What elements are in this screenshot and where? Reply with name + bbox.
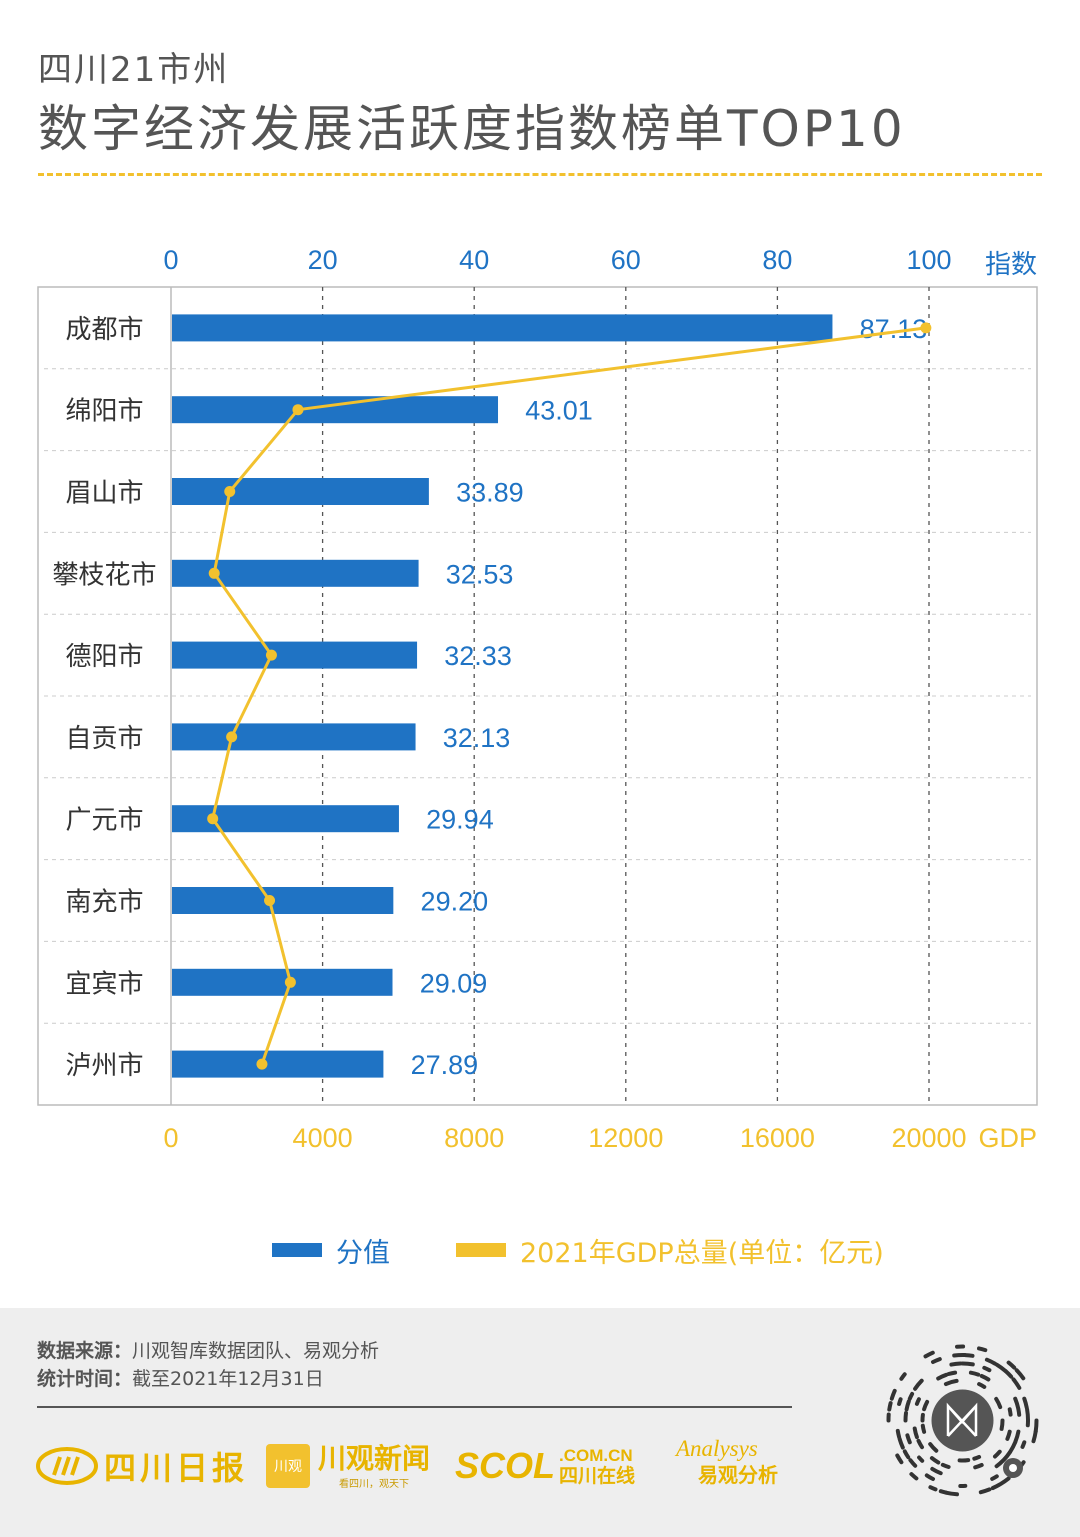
plot-area bbox=[37, 286, 1038, 1106]
gdp-point-2 bbox=[224, 486, 236, 497]
top-axis-label: 指数 bbox=[985, 250, 1037, 280]
category-label-2: 眉山市 bbox=[65, 479, 143, 509]
top-axis-tick-1: 20 bbox=[308, 245, 338, 275]
bar-value-label-6: 29.94 bbox=[426, 805, 494, 835]
legend-label-score: 分值 bbox=[336, 1237, 390, 1269]
logo-analysys-cn: 易观分析 bbox=[698, 1463, 778, 1487]
gdp-point-9 bbox=[256, 1058, 268, 1070]
gdp-point-8 bbox=[284, 976, 296, 988]
bar-value-label-7: 29.20 bbox=[421, 887, 489, 917]
top-axis-tick-5: 100 bbox=[906, 245, 951, 275]
gdp-point-7 bbox=[264, 895, 276, 906]
bar-1 bbox=[172, 396, 499, 424]
category-label-3: 攀枝花市 bbox=[52, 560, 156, 590]
logo-scol-domain: .COM.CN bbox=[559, 1446, 633, 1465]
legend-item-gdp: 2021年GDP总量(单位：亿元) bbox=[456, 1230, 884, 1270]
top-axis-tick-3: 60 bbox=[611, 245, 641, 275]
logo-scol-cn: 四川在线 bbox=[559, 1465, 636, 1487]
footer: 数据来源：川观智库数据团队、易观分析 统计时间：截至2021年12月31日 四川… bbox=[0, 1308, 1080, 1537]
chuanguan-square-icon: 川观 bbox=[266, 1444, 310, 1488]
logo-analysys-text: Analysys bbox=[676, 1436, 758, 1461]
legend-swatch-score bbox=[272, 1243, 322, 1257]
top-axis-tick-0: 0 bbox=[163, 245, 178, 275]
bar-4 bbox=[172, 641, 418, 669]
page-subtitle: 四川21市州 bbox=[38, 50, 230, 90]
gdp-line bbox=[211, 326, 927, 1065]
bar-value-label-5: 32.13 bbox=[443, 723, 511, 753]
category-label-1: 绵阳市 bbox=[65, 397, 143, 427]
bar-8 bbox=[172, 968, 393, 996]
bottom-axis-tick-5: 20000 bbox=[891, 1123, 966, 1153]
bar-2 bbox=[172, 478, 429, 505]
category-label-4: 德阳市 bbox=[65, 642, 143, 672]
bottom-axis-tick-2: 8000 bbox=[444, 1123, 504, 1153]
top-axis-tick-4: 80 bbox=[762, 245, 792, 275]
mini-program-qr-icon[interactable] bbox=[880, 1338, 1045, 1503]
bar-value-label-3: 32.53 bbox=[446, 559, 514, 589]
logo-sichuan-daily-text: 四川日报 bbox=[104, 1449, 249, 1487]
sichuan-daily-emblem-icon bbox=[36, 1447, 98, 1485]
bottom-axis-tick-1: 4000 bbox=[293, 1123, 353, 1153]
bar-value-label-9: 27.89 bbox=[411, 1050, 479, 1080]
logo-chuanguan-text: 川观新闻 bbox=[318, 1441, 431, 1475]
source-row: 数据来源：川观智库数据团队、易观分析 bbox=[37, 1336, 379, 1363]
title-divider bbox=[38, 173, 1042, 176]
category-label-5: 自贡市 bbox=[65, 724, 143, 754]
legend-swatch-gdp bbox=[456, 1243, 506, 1257]
bottom-axis-label: GDP bbox=[978, 1123, 1037, 1153]
legend-label-gdp: 2021年GDP总量(单位：亿元) bbox=[520, 1237, 884, 1269]
gdp-point-1 bbox=[292, 404, 304, 416]
legend-item-score: 分值 bbox=[272, 1230, 390, 1270]
logo-sichuan-daily: 四川日报 bbox=[36, 1436, 248, 1496]
bar-5 bbox=[172, 723, 416, 751]
bar-7 bbox=[172, 887, 394, 914]
header: 四川21市州 数字经济发展活跃度指数榜单TOP10 bbox=[38, 48, 1042, 164]
legend: 分值 2021年GDP总量(单位：亿元) bbox=[0, 1230, 1080, 1270]
source-label: 数据来源： bbox=[37, 1340, 133, 1362]
gdp-point-6 bbox=[207, 813, 219, 825]
gdp-point-5 bbox=[226, 731, 238, 743]
footer-divider bbox=[37, 1406, 792, 1408]
category-label-8: 宜宾市 bbox=[65, 969, 143, 999]
logo-scol: SCOL .COM.CN 四川在线 bbox=[455, 1436, 635, 1496]
category-label-6: 广元市 bbox=[65, 806, 143, 836]
logo-scol-text: SCOL bbox=[455, 1445, 556, 1486]
category-label-7: 南充市 bbox=[65, 888, 143, 918]
bar-value-label-8: 29.09 bbox=[420, 968, 488, 998]
time-row: 统计时间：截至2021年12月31日 bbox=[37, 1364, 324, 1391]
logo-analysys: Analysys 易观分析 bbox=[676, 1436, 778, 1496]
logo-chuanguan-slogan: 看四川，观天下 bbox=[339, 1478, 409, 1490]
bar-6 bbox=[172, 805, 399, 833]
chart: 0 20 40 60 80 100 指数 0 4000 8000 12000 16000 20000 GD… bbox=[37, 245, 1038, 1153]
bottom-axis-tick-0: 0 bbox=[163, 1123, 178, 1153]
source-value: 川观智库数据团队、易观分析 bbox=[132, 1340, 380, 1362]
page-title: 数字经济发展活跃度指数榜单TOP10 bbox=[38, 100, 906, 158]
bar-value-label-2: 33.89 bbox=[456, 478, 524, 508]
bar-0 bbox=[172, 314, 833, 342]
gdp-point-0 bbox=[920, 322, 932, 334]
bar-value-label-4: 32.33 bbox=[444, 641, 512, 671]
bar-9 bbox=[172, 1050, 384, 1078]
bottom-axis-tick-4: 16000 bbox=[740, 1123, 815, 1153]
logo-chuanguan-news: 川观 川观新闻 看四川，观天下 bbox=[266, 1436, 430, 1496]
category-label-9: 泸州市 bbox=[65, 1051, 143, 1081]
time-value: 截至2021年12月31日 bbox=[132, 1368, 324, 1390]
time-label: 统计时间： bbox=[37, 1368, 133, 1390]
top-axis-tick-2: 40 bbox=[459, 245, 489, 275]
bar-value-label-1: 43.01 bbox=[525, 396, 593, 426]
category-label-0: 成都市 bbox=[65, 315, 143, 345]
bottom-axis-tick-3: 12000 bbox=[588, 1123, 663, 1153]
gdp-point-3 bbox=[208, 567, 220, 579]
gdp-point-4 bbox=[265, 649, 277, 661]
